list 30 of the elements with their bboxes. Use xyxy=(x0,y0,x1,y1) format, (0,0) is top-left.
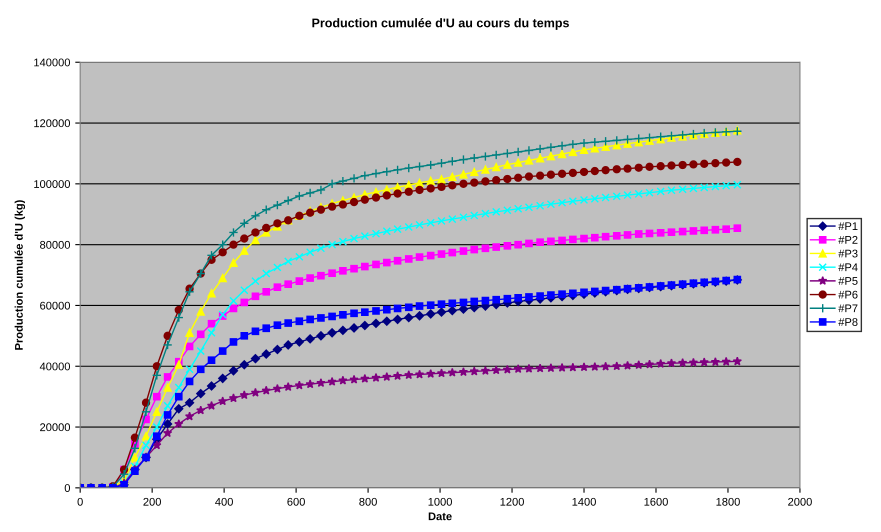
x-tick-label: 1600 xyxy=(644,498,668,506)
x-tick-label: 1000 xyxy=(428,498,452,506)
legend-label: #P8 xyxy=(838,318,858,326)
legend-label: #P1 xyxy=(838,222,858,230)
chart-title: Production cumulée d'U au cours du temps xyxy=(312,18,569,30)
x-tick-label: 200 xyxy=(143,498,161,506)
y-tick-label: 40000 xyxy=(40,362,70,370)
legend-label: #P2 xyxy=(838,236,858,244)
x-tick-label: 400 xyxy=(215,498,233,506)
y-tick-label: 140000 xyxy=(34,58,70,66)
y-tick-label: 60000 xyxy=(40,302,70,310)
x-tick-label: 0 xyxy=(78,498,83,506)
x-tick-label: 2000 xyxy=(788,498,812,506)
y-axis-title: Production cumulée d'U (kg) xyxy=(14,200,26,350)
legend-label: #P3 xyxy=(838,250,858,258)
x-axis-title: Date xyxy=(428,512,452,520)
x-tick-label: 600 xyxy=(287,498,305,506)
x-tick-label: 1800 xyxy=(716,498,740,506)
legend-label: #P7 xyxy=(838,304,858,312)
legend-label: #P6 xyxy=(838,290,858,299)
y-tick-label: 120000 xyxy=(34,119,70,128)
y-tick-label: 0 xyxy=(64,484,70,492)
legend-label: #P5 xyxy=(838,277,858,285)
y-tick-label: 100000 xyxy=(34,180,70,188)
x-tick-label: 1400 xyxy=(572,498,596,506)
y-tick-label: 80000 xyxy=(40,240,70,249)
x-tick-label: 800 xyxy=(359,498,377,506)
legend-label: #P4 xyxy=(838,263,858,272)
x-tick-label: 1200 xyxy=(500,498,524,506)
y-tick-label: 20000 xyxy=(40,423,70,432)
